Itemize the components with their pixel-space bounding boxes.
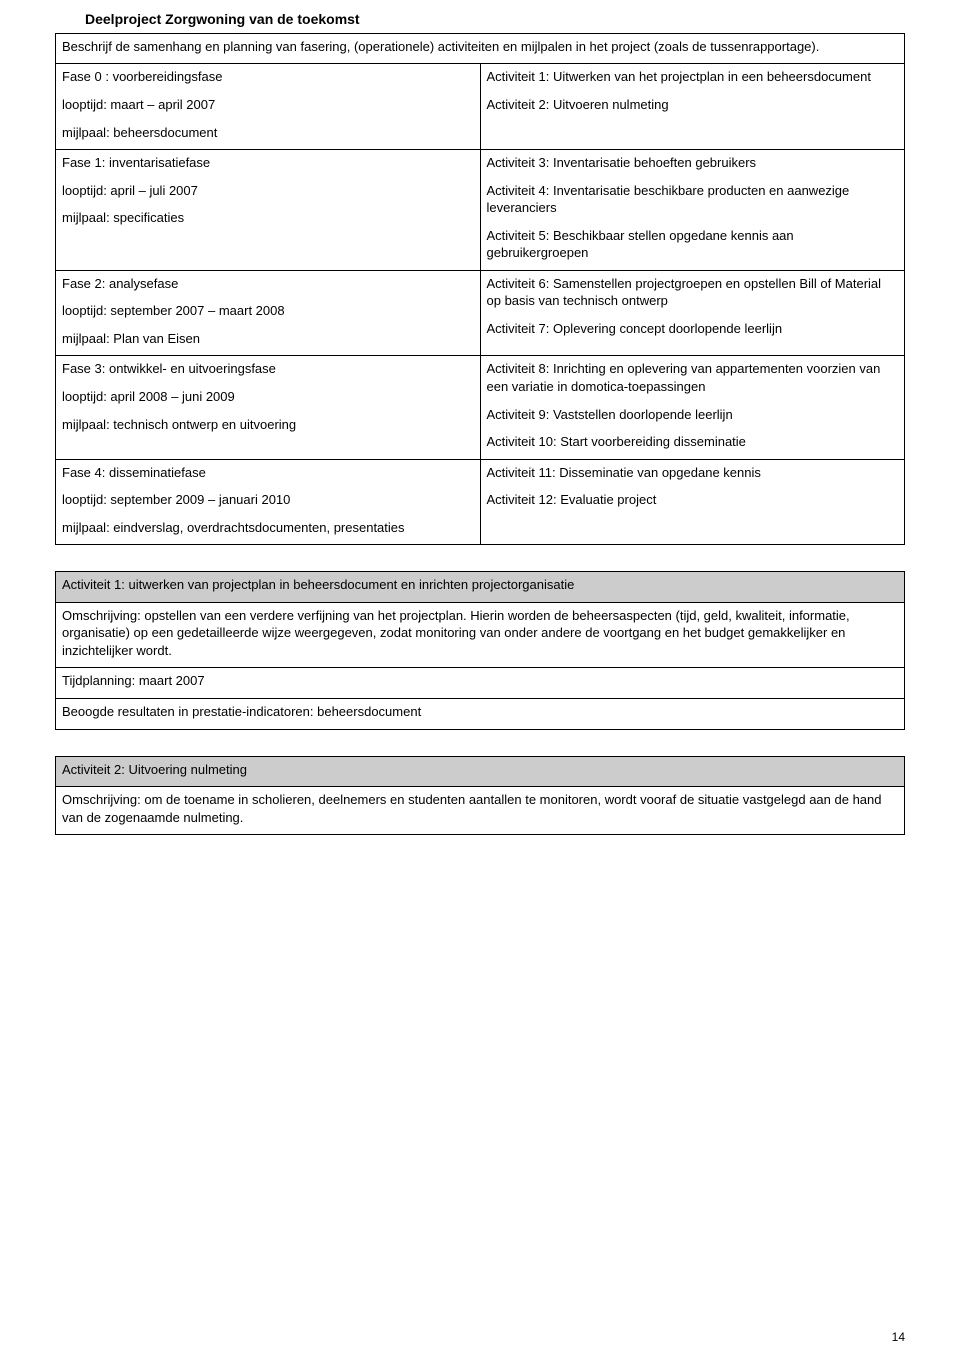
activity-line: Activiteit 3: Inventarisatie behoeften g…	[487, 154, 899, 172]
phase-line: mijlpaal: eindverslag, overdrachtsdocume…	[62, 519, 474, 537]
activity-line: Activiteit 10: Start voorbereiding disse…	[487, 433, 899, 451]
page: Deelproject Zorgwoning van de toekomst B…	[0, 0, 960, 1365]
activity-2-header: Activiteit 2: Uitvoering nulmeting	[56, 756, 905, 787]
activity-1-section: Activiteit 1: uitwerken van projectplan …	[55, 571, 905, 729]
phase-1-right: Activiteit 3: Inventarisatie behoeften g…	[480, 150, 905, 271]
activity-1-desc: Omschrijving: opstellen van een verdere …	[56, 602, 905, 668]
activity-2-desc: Omschrijving: om de toename in scholiere…	[56, 787, 905, 835]
phase-line: looptijd: april – juli 2007	[62, 182, 474, 200]
phase-line: mijlpaal: technisch ontwerp en uitvoerin…	[62, 416, 474, 434]
activity-line: Activiteit 2: Uitvoeren nulmeting	[487, 96, 899, 114]
activity-2-section: Activiteit 2: Uitvoering nulmeting Omsch…	[55, 756, 905, 836]
phase-1-left: Fase 1: inventarisatiefase looptijd: apr…	[56, 150, 481, 271]
page-number: 14	[892, 1329, 905, 1345]
activity-line: Activiteit 9: Vaststellen doorlopende le…	[487, 406, 899, 424]
phase-4-right: Activiteit 11: Disseminatie van opgedane…	[480, 459, 905, 545]
activity-1-header: Activiteit 1: uitwerken van projectplan …	[56, 572, 905, 603]
activity-line: Activiteit 8: Inrichting en oplevering v…	[487, 360, 899, 395]
phase-0-left: Fase 0 : voorbereidingsfase looptijd: ma…	[56, 64, 481, 150]
phase-line: Fase 3: ontwikkel- en uitvoeringsfase	[62, 360, 474, 378]
intro-cell: Beschrijf de samenhang en planning van f…	[56, 33, 905, 64]
phase-line: Fase 4: disseminatiefase	[62, 464, 474, 482]
phase-2-left: Fase 2: analysefase looptijd: september …	[56, 270, 481, 356]
activity-line: Activiteit 6: Samenstellen projectgroepe…	[487, 275, 899, 310]
phase-line: Fase 1: inventarisatiefase	[62, 154, 474, 172]
phase-line: Fase 2: analysefase	[62, 275, 474, 293]
phase-line: mijlpaal: Plan van Eisen	[62, 330, 474, 348]
activity-line: Activiteit 1: Uitwerken van het projectp…	[487, 68, 899, 86]
phase-2-right: Activiteit 6: Samenstellen projectgroepe…	[480, 270, 905, 356]
planning-table: Beschrijf de samenhang en planning van f…	[55, 33, 905, 545]
phase-line: Fase 0 : voorbereidingsfase	[62, 68, 474, 86]
phase-4-left: Fase 4: disseminatiefase looptijd: septe…	[56, 459, 481, 545]
phase-line: looptijd: april 2008 – juni 2009	[62, 388, 474, 406]
page-title: Deelproject Zorgwoning van de toekomst	[85, 10, 905, 29]
activity-1-time: Tijdplanning: maart 2007	[56, 668, 905, 699]
phase-line: looptijd: maart – april 2007	[62, 96, 474, 114]
phase-line: looptijd: september 2009 – januari 2010	[62, 491, 474, 509]
activity-line: Activiteit 7: Oplevering concept doorlop…	[487, 320, 899, 338]
phase-3-left: Fase 3: ontwikkel- en uitvoeringsfase lo…	[56, 356, 481, 459]
phase-line: mijlpaal: beheersdocument	[62, 124, 474, 142]
phase-3-right: Activiteit 8: Inrichting en oplevering v…	[480, 356, 905, 459]
phase-line: looptijd: september 2007 – maart 2008	[62, 302, 474, 320]
activity-line: Activiteit 5: Beschikbaar stellen opgeda…	[487, 227, 899, 262]
phase-line: mijlpaal: specificaties	[62, 209, 474, 227]
activity-line: Activiteit 4: Inventarisatie beschikbare…	[487, 182, 899, 217]
phase-0-right: Activiteit 1: Uitwerken van het projectp…	[480, 64, 905, 150]
activity-1-result: Beoogde resultaten in prestatie-indicato…	[56, 699, 905, 730]
activity-line: Activiteit 12: Evaluatie project	[487, 491, 899, 509]
activity-line: Activiteit 11: Disseminatie van opgedane…	[487, 464, 899, 482]
